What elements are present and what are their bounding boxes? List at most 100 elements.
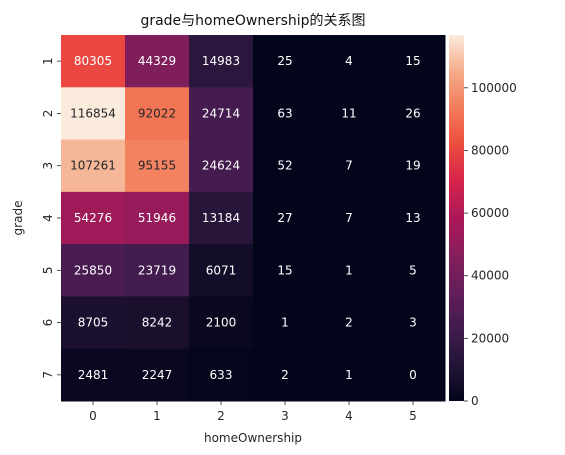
heatmap-cell xyxy=(125,296,190,350)
x-tick-label: 2 xyxy=(217,409,225,423)
y-tick-label: 5 xyxy=(41,266,55,274)
y-tick-label: 4 xyxy=(41,214,55,222)
cell-value-label: 6071 xyxy=(206,263,237,277)
x-tick-label: 1 xyxy=(153,409,161,423)
heatmap-cell xyxy=(381,244,446,297)
heatmap-cell xyxy=(125,139,190,193)
heatmap-cell xyxy=(253,244,318,297)
cell-value-label: 8705 xyxy=(78,316,109,330)
heatmap-cell xyxy=(253,296,318,350)
x-axis-ticks: 0 1 2 3 4 5 xyxy=(89,401,417,423)
colorbar-tick-label: 40000 xyxy=(471,269,509,283)
heatmap-cell xyxy=(381,87,446,141)
cell-value-label: 23719 xyxy=(138,263,176,277)
cell-value-label: 3 xyxy=(409,316,417,330)
cell-value-label: 2481 xyxy=(78,368,109,382)
y-axis-label: grade xyxy=(11,201,25,236)
heatmap-cell xyxy=(125,191,190,245)
cell-value-label: 8242 xyxy=(142,316,173,330)
cell-value-label: 107261 xyxy=(70,159,116,173)
cell-value-label: 13 xyxy=(405,211,420,225)
cell-value-label: 1 xyxy=(281,316,289,330)
heatmap-cell xyxy=(61,87,126,141)
heatmap-cell xyxy=(317,244,382,297)
heatmap-cell xyxy=(317,348,382,402)
cell-value-label: 116854 xyxy=(70,106,116,120)
cell-value-label: 63 xyxy=(277,106,292,120)
y-tick-label: 6 xyxy=(41,319,55,327)
cell-value-label: 1 xyxy=(345,368,353,382)
cell-value-label: 25 xyxy=(277,54,292,68)
heatmap-cell xyxy=(253,191,318,245)
cell-value-label: 1 xyxy=(345,263,353,277)
colorbar-tick-label: 80000 xyxy=(471,143,509,157)
heatmap-cell xyxy=(381,191,446,245)
cell-value-label: 13184 xyxy=(202,211,240,225)
colorbar-tick-label: 0 xyxy=(471,394,479,408)
cell-value-label: 24624 xyxy=(202,159,240,173)
chart-title: grade与homeOwnership的关系图 xyxy=(140,13,365,29)
colorbar-tick-label: 100000 xyxy=(471,81,517,95)
cell-value-label: 54276 xyxy=(74,211,112,225)
heatmap-cell xyxy=(61,296,126,350)
cell-value-label: 14983 xyxy=(202,54,240,68)
heatmap-cell xyxy=(61,139,126,193)
cell-value-label: 2247 xyxy=(142,368,173,382)
y-tick-label: 2 xyxy=(41,110,55,118)
cell-value-label: 80305 xyxy=(74,54,112,68)
heatmap-cell xyxy=(317,296,382,350)
cell-value-label: 44329 xyxy=(138,54,176,68)
cell-value-label: 26 xyxy=(405,106,420,120)
heatmap-cell xyxy=(317,191,382,245)
heatmap-cell xyxy=(253,348,318,402)
heatmap-cell xyxy=(125,35,190,88)
x-axis-label: homeOwnership xyxy=(204,431,302,445)
cell-value-label: 27 xyxy=(277,211,292,225)
colorbar xyxy=(449,35,464,401)
colorbar-ticks: 0 20000 40000 60000 80000 100000 xyxy=(464,81,517,408)
cell-value-label: 52 xyxy=(277,159,292,173)
heatmap-cell xyxy=(381,139,446,193)
cell-value-label: 92022 xyxy=(138,106,176,120)
heatmap-cell xyxy=(253,87,318,141)
cell-value-label: 15 xyxy=(277,263,292,277)
heatmap-cell xyxy=(125,244,190,297)
x-tick-label: 4 xyxy=(345,409,353,423)
colorbar-tick-label: 60000 xyxy=(471,206,509,220)
cell-value-label: 5 xyxy=(409,263,417,277)
cell-value-label: 2 xyxy=(281,368,289,382)
cell-value-label: 11 xyxy=(341,106,356,120)
cell-value-label: 633 xyxy=(210,368,233,382)
heatmap-cell xyxy=(253,35,318,88)
colorbar-tick-label: 20000 xyxy=(471,331,509,345)
cell-value-label: 2 xyxy=(345,316,353,330)
cell-value-label: 0 xyxy=(409,368,417,382)
cell-value-label: 51946 xyxy=(138,211,176,225)
cell-value-label: 24714 xyxy=(202,106,240,120)
cell-value-label: 4 xyxy=(345,54,353,68)
heatmap-cell xyxy=(381,35,446,88)
heatmap-cell xyxy=(189,348,254,402)
cell-value-label: 7 xyxy=(345,211,353,225)
heatmap-cell xyxy=(317,35,382,88)
cell-value-label: 19 xyxy=(405,159,420,173)
heatmap-cell xyxy=(61,191,126,245)
heatmap-cell xyxy=(61,35,126,88)
x-tick-label: 0 xyxy=(89,409,97,423)
heatmap-cell xyxy=(189,244,254,297)
y-axis-ticks: 1 2 3 4 5 6 7 xyxy=(41,57,61,379)
heatmap-cell xyxy=(125,87,190,141)
heatmap-cell xyxy=(381,348,446,402)
cell-value-label: 15 xyxy=(405,54,420,68)
heatmap-cell xyxy=(253,139,318,193)
x-tick-label: 5 xyxy=(409,409,417,423)
heatmap-cell xyxy=(317,139,382,193)
cell-value-label: 95155 xyxy=(138,159,176,173)
heatmap-cell xyxy=(189,296,254,350)
heatmap-cell xyxy=(381,296,446,350)
cell-value-label: 25850 xyxy=(74,263,112,277)
heatmap-cell xyxy=(189,139,254,193)
